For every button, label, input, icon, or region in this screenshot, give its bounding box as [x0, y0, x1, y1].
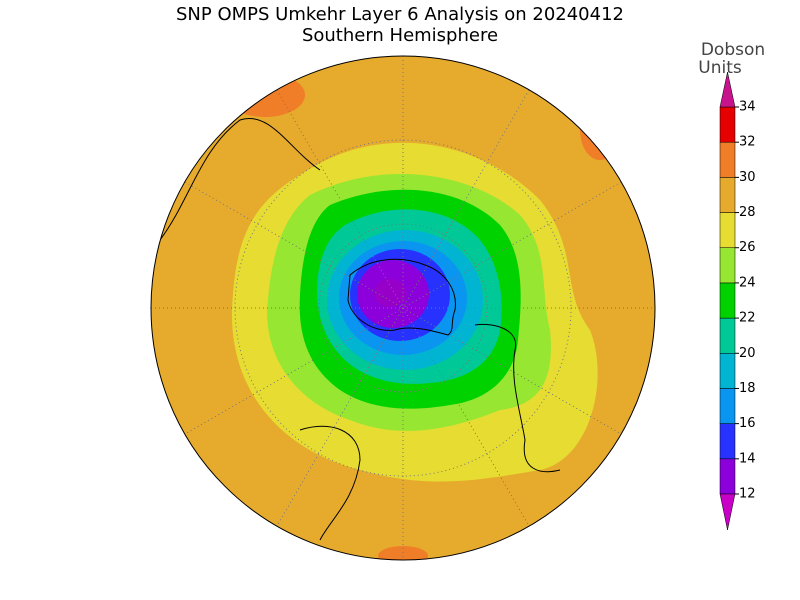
colorbar-tick-label: 12	[739, 487, 756, 502]
colorbar-tick-label: 34	[739, 100, 756, 115]
title: SNP OMPS Umkehr Layer 6 Analysis on 2024…	[176, 4, 624, 25]
map	[151, 56, 655, 560]
colorbar-band	[719, 282, 736, 319]
subtitle: Southern Hemisphere	[302, 25, 498, 46]
colorbar-band	[719, 317, 736, 354]
colorbar-tick-label: 26	[739, 240, 756, 255]
colorbar-under	[719, 493, 736, 531]
map-border	[150, 55, 656, 561]
coastline	[299, 425, 361, 541]
coastline	[347, 258, 456, 336]
colorbar-band	[719, 106, 736, 143]
colorbar-label: Units	[698, 58, 742, 78]
colorbar-band	[719, 388, 736, 424]
colorbar-band	[719, 423, 736, 460]
colorbar-band	[719, 353, 736, 389]
coastline	[474, 323, 561, 473]
colorbar-tick-label: 30	[739, 170, 756, 185]
colorbar-tick-label: 32	[739, 135, 756, 150]
field-min	[374, 279, 406, 307]
colorbar-band	[719, 212, 736, 248]
colorbar-tick-label: 14	[739, 451, 756, 466]
colorbar-tick-label: 16	[739, 416, 756, 431]
colorbar-tick-label: 28	[739, 205, 756, 220]
colorbar-band	[719, 177, 736, 213]
colorbar-label: Dobson	[701, 40, 765, 60]
colorbar-band	[719, 458, 736, 495]
colorbar: 12 14 16 18 20 22 24 26 28 30 32 34	[719, 71, 756, 531]
field-30-32	[225, 73, 305, 117]
colorbar-band	[719, 141, 736, 178]
colorbar-band	[719, 247, 736, 284]
coastline	[159, 117, 321, 241]
colorbar-tick-label: 22	[739, 311, 756, 326]
colorbar-tick-label: 18	[739, 381, 756, 396]
colorbar-tick-label: 20	[739, 346, 756, 361]
longitude-line	[151, 56, 655, 560]
colorbar-tick-label: 24	[739, 275, 756, 290]
colorbar-over	[719, 71, 736, 108]
